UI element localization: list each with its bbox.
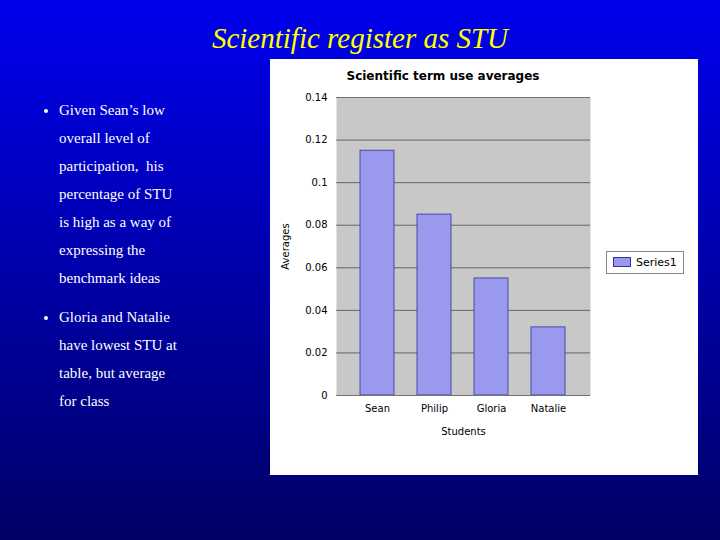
svg-text:0.04: 0.04 bbox=[305, 305, 327, 316]
html-text:expressing the: expressing the bbox=[59, 242, 146, 258]
html-text:benchmark ideas: benchmark ideas bbox=[59, 270, 161, 286]
svg-text:Averages: Averages bbox=[280, 223, 291, 269]
svg-text:0.12: 0.12 bbox=[305, 134, 327, 145]
html-text:for class: for class bbox=[59, 393, 110, 409]
svg-text:0.06: 0.06 bbox=[305, 262, 327, 273]
html-text:Series1: Series1 bbox=[636, 255, 677, 269]
svg-text:Philip: Philip bbox=[421, 403, 448, 414]
svg-text:Gloria: Gloria bbox=[477, 403, 507, 414]
html-text:participation, his: participation, his bbox=[59, 158, 164, 174]
svg-text:Natalie: Natalie bbox=[531, 403, 566, 414]
html-text:Gloria and Natalie: Gloria and Natalie bbox=[59, 309, 170, 325]
svg-text:0.14: 0.14 bbox=[305, 92, 327, 103]
svg-text:0.1: 0.1 bbox=[312, 177, 328, 188]
html-text:Scientific register as STU: Scientific register as STU bbox=[211, 22, 509, 54]
svg-text:0: 0 bbox=[321, 390, 327, 401]
svg-text:Students: Students bbox=[441, 426, 486, 437]
svg-text:0.02: 0.02 bbox=[305, 347, 327, 358]
html-text:is high as a way of: is high as a way of bbox=[59, 214, 172, 230]
svg-text:0.08: 0.08 bbox=[305, 219, 327, 230]
html-text:Scientific term use averages: Scientific term use averages bbox=[346, 69, 540, 83]
html-text:Given Sean’s low: Given Sean’s low bbox=[59, 102, 165, 118]
svg-text:Sean: Sean bbox=[365, 403, 390, 414]
html-text:overall level of: overall level of bbox=[59, 130, 150, 146]
html-text:have lowest STU at: have lowest STU at bbox=[59, 337, 177, 353]
html-text:percentage of STU: percentage of STU bbox=[59, 186, 173, 202]
html-text:table, but average: table, but average bbox=[59, 365, 166, 381]
